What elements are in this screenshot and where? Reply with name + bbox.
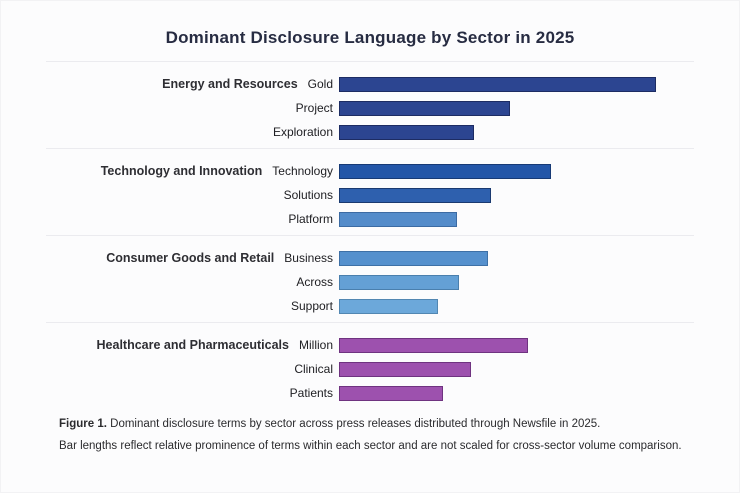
bar	[339, 274, 459, 290]
sector-group-energy: Energy and Resources Gold Project Explor…	[1, 62, 739, 148]
term-label: Clinical	[294, 362, 333, 376]
chart-title: Dominant Disclosure Language by Sector i…	[165, 28, 575, 47]
bar	[339, 298, 438, 314]
sector-group-technology: Technology and Innovation Technology Sol…	[1, 149, 739, 235]
term-label: Across	[296, 275, 333, 289]
bar	[339, 187, 491, 203]
bar	[339, 124, 474, 140]
term-label: Exploration	[272, 125, 333, 139]
bar-row: Across	[1, 270, 739, 294]
bar-row: Clinical	[1, 357, 739, 381]
term-label: Project	[295, 101, 333, 115]
title-divider	[46, 61, 694, 62]
bar	[339, 385, 443, 401]
sector-group-healthcare: Healthcare and Pharmaceuticals Million C…	[1, 323, 739, 409]
term-label: Million	[298, 338, 333, 352]
bar	[339, 337, 528, 353]
sector-label: Energy and Resources	[162, 77, 298, 91]
term-label: Patients	[289, 386, 333, 400]
bar-row: Energy and Resources Gold	[1, 72, 739, 96]
term-label: Gold	[307, 77, 333, 91]
term-label: Technology	[272, 164, 333, 178]
bar-row: Solutions	[1, 183, 739, 207]
bar	[339, 76, 656, 92]
caption-line-1-text: Dominant disclosure terms by sector acro…	[106, 418, 601, 430]
sector-label: Technology and Innovation	[100, 164, 263, 178]
bar	[339, 361, 471, 377]
sector-label: Healthcare and Pharmaceuticals	[96, 338, 289, 352]
term-label: Platform	[288, 212, 333, 226]
bar	[339, 250, 488, 266]
figure-label: Figure 1.	[59, 418, 107, 430]
bar-row: Project	[1, 96, 739, 120]
sector-label: Consumer Goods and Retail	[106, 251, 275, 265]
bar-row: Support	[1, 294, 739, 318]
term-label: Solutions	[283, 188, 333, 202]
bar-row: Platform	[1, 207, 739, 231]
caption-line-2: Bar lengths reflect relative prominence …	[59, 440, 682, 452]
caption-line-1: Figure 1. Dominant disclosure terms by s…	[59, 413, 699, 435]
section-divider	[46, 148, 694, 149]
bar	[339, 100, 510, 116]
bar-row: Technology and Innovation Technology	[1, 159, 739, 183]
figure-caption: Figure 1. Dominant disclosure terms by s…	[59, 413, 699, 457]
bar-row: Consumer Goods and Retail Business	[1, 246, 739, 270]
bar-row: Patients	[1, 381, 739, 405]
bar-row: Healthcare and Pharmaceuticals Million	[1, 333, 739, 357]
term-label: Support	[290, 299, 333, 313]
bar-row: Exploration	[1, 120, 739, 144]
bar	[339, 163, 551, 179]
section-divider	[46, 322, 694, 323]
section-divider	[46, 235, 694, 236]
term-label: Business	[284, 251, 333, 265]
sector-group-consumer: Consumer Goods and Retail Business Acros…	[1, 236, 739, 322]
bar	[339, 211, 457, 227]
